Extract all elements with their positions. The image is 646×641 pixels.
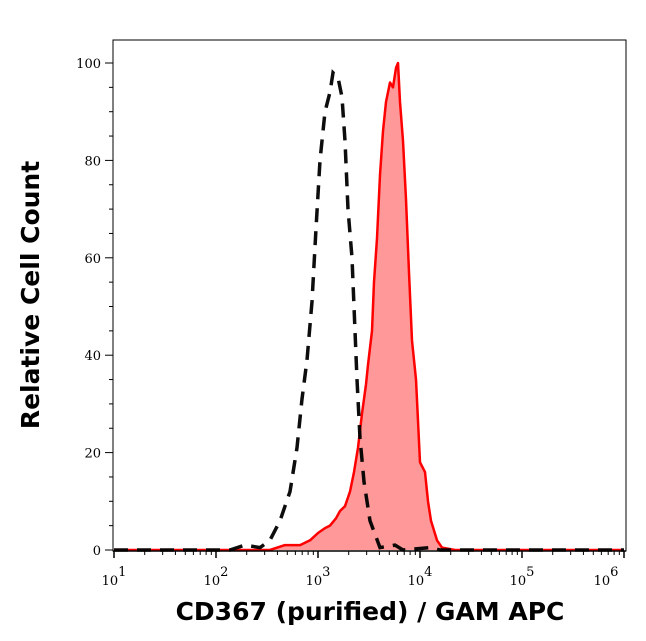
series-layer (114, 61, 624, 552)
x-tick-label: 105 (510, 565, 535, 589)
y-tick-label: 0 (93, 544, 101, 559)
series-line-stained (114, 61, 624, 552)
axes-layer: 0 20 40 60 80 100 101 102 103 104 105 106 (76, 57, 626, 589)
y-axis-title: Relative Cell Count (16, 161, 45, 429)
series-line-control (114, 69, 624, 552)
y-tick-label: 100 (76, 57, 101, 72)
y-tick-label: 40 (84, 349, 101, 364)
x-tick-label: 102 (204, 565, 229, 589)
y-tick-label: 20 (84, 447, 101, 462)
x-tick-label: 106 (594, 565, 619, 589)
x-tick-label: 101 (102, 565, 127, 589)
series-fill-area (114, 63, 624, 550)
y-tick-label: 80 (84, 154, 101, 169)
x-tick-label: 104 (408, 565, 433, 589)
x-tick-label: 103 (306, 565, 331, 589)
y-tick-label: 60 (84, 252, 101, 267)
x-axis-title: CD367 (purified) / GAM APC (176, 597, 565, 626)
